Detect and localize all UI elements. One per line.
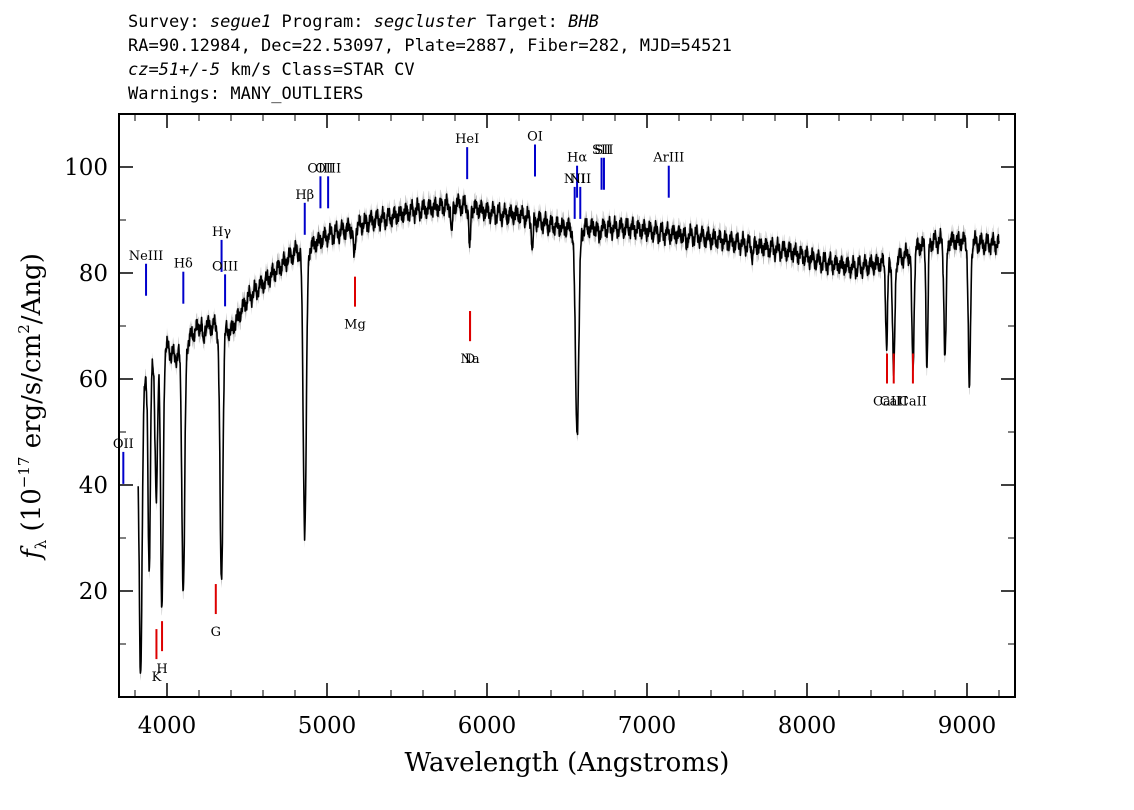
target-label: Target: xyxy=(476,12,569,32)
emission-line-label: NII xyxy=(569,172,591,187)
emission-line-label: OII xyxy=(113,437,134,452)
x-axis-label: Wavelength (Angstroms) xyxy=(405,748,730,778)
spectrum-header: Survey: segue1 Program: segcluster Targe… xyxy=(128,10,732,106)
emission-line-label: OI xyxy=(527,130,543,145)
target-value: BHB xyxy=(568,12,599,32)
y-tick-label: 20 xyxy=(79,579,108,605)
absorption-line-label: CaII xyxy=(880,395,908,410)
survey-value: segue1 xyxy=(209,12,272,32)
y-tick-label: 100 xyxy=(64,155,108,181)
class-text: km/s Class=STAR CV xyxy=(220,60,415,80)
absorption-line-label: CaII xyxy=(899,395,927,410)
x-tick-label: 8000 xyxy=(778,713,837,739)
emission-line-label: Hβ xyxy=(295,188,314,203)
emission-line-label: Hα xyxy=(567,151,587,166)
header-line-coordinates: RA=90.12984, Dec=22.53097, Plate=2887, F… xyxy=(128,36,732,56)
header-line-survey: Survey: segue1 Program: segcluster Targe… xyxy=(128,10,732,34)
plot-frame xyxy=(118,113,1016,698)
absorption-line-label: H xyxy=(156,662,167,677)
emission-line-label: OIII xyxy=(212,259,238,274)
redshift-value: cz=51+/-5 xyxy=(128,60,221,80)
absorption-line-label: G xyxy=(211,625,221,640)
absorption-line-label: D xyxy=(465,352,475,367)
emission-line-label: SII xyxy=(594,143,613,158)
spectrum-line xyxy=(137,193,1000,674)
absorption-line-label: Mg xyxy=(344,318,366,333)
y-axis-label: fλ (10−17 erg/s/cm2/Ang) xyxy=(15,253,50,561)
absorption-line-label: CaII xyxy=(873,395,901,410)
x-tick-label: 4000 xyxy=(138,713,197,739)
absorption-line-label: Na xyxy=(460,352,479,367)
x-tick-label: 9000 xyxy=(938,713,997,739)
y-tick-label: 40 xyxy=(79,473,108,499)
y-tick-label: 60 xyxy=(79,367,108,393)
spectrum-layer xyxy=(137,193,1000,674)
emission-line-label: HeI xyxy=(455,132,479,147)
survey-label: Survey: xyxy=(128,12,210,32)
emission-line-label: ArIII xyxy=(652,151,684,166)
emission-line-label: OIII xyxy=(315,161,341,176)
absorption-line-label: K xyxy=(152,670,162,685)
header-line-redshift: cz=51+/-5 km/s Class=STAR CV xyxy=(128,58,732,82)
y-tick-label: 80 xyxy=(79,261,108,287)
x-tick-label: 7000 xyxy=(618,713,677,739)
emission-line-label: NeIII xyxy=(129,249,163,264)
emission-line-label: Hδ xyxy=(174,257,193,272)
axis-ticks-layer: 4000 5000 6000 7000 8000 9000 20 40 60 80 100 xyxy=(64,114,1015,739)
emission-line-label: SII xyxy=(592,143,611,158)
header-line-warnings: Warnings: MANY_OUTLIERS xyxy=(128,84,364,104)
x-tick-label: 5000 xyxy=(298,713,357,739)
emission-line-label: OIII xyxy=(307,161,333,176)
emission-line-label: NII xyxy=(564,172,586,187)
program-label: Program: xyxy=(271,12,374,32)
program-value: segcluster xyxy=(373,12,477,32)
emission-line-label: Hγ xyxy=(212,225,231,240)
x-tick-label: 6000 xyxy=(458,713,517,739)
